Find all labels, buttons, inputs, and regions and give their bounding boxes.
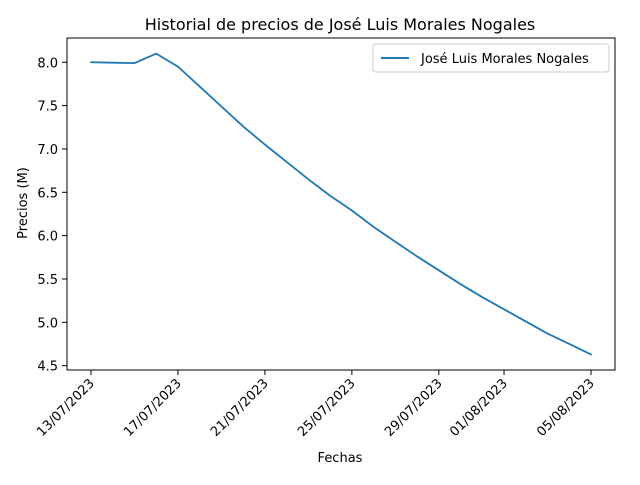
series-line xyxy=(90,52,592,356)
legend-entry-label: José Luis Morales Nogales xyxy=(420,52,589,67)
series-layer xyxy=(90,52,592,356)
y-tick-label: 6.5 xyxy=(37,186,58,201)
y-tick-label: 7.5 xyxy=(37,100,58,115)
y-axis: 4.5 5.0 5.5 6.0 6.5 7.0 7.5 8.0 xyxy=(37,56,67,375)
y-tick-label: 5.5 xyxy=(37,273,58,288)
y-tick-label: 5.0 xyxy=(37,316,58,331)
y-tick-label: 4.5 xyxy=(37,360,58,375)
y-tick-label: 6.0 xyxy=(37,230,58,245)
legend: José Luis Morales Nogales xyxy=(372,43,610,73)
y-tick-label: 8.0 xyxy=(37,56,58,71)
x-axis-label: Fechas xyxy=(318,451,363,466)
y-tick-label: 7.0 xyxy=(37,143,58,158)
y-axis-label: Precios (M) xyxy=(16,167,31,239)
chart-title: Historial de precios de José Luis Morale… xyxy=(145,15,536,34)
legend-frame xyxy=(372,43,610,73)
